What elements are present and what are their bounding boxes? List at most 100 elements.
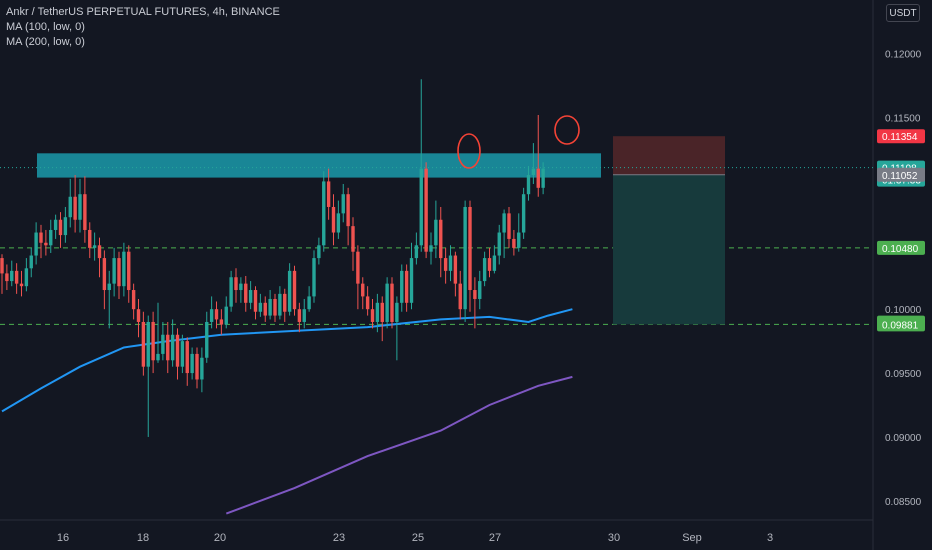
candle-body	[424, 168, 428, 252]
candle-body	[326, 181, 331, 207]
ma100-line	[1, 308, 573, 413]
candle-body	[512, 238, 516, 248]
candle-body	[97, 245, 102, 259]
stop-loss-zone	[613, 136, 725, 175]
candle-body	[170, 334, 175, 361]
y-tick-label: 0.08500	[885, 497, 922, 508]
candle-body	[497, 232, 501, 256]
candle-body	[287, 270, 292, 312]
candle-body	[473, 290, 477, 299]
candle-body	[190, 353, 194, 374]
candle-body	[429, 245, 433, 252]
candle-body	[14, 270, 19, 284]
candle-body	[439, 219, 443, 259]
candle-body	[63, 217, 68, 236]
candle-body	[205, 321, 209, 358]
y-tick-label: 0.09500	[885, 369, 922, 380]
candle-body	[239, 283, 243, 291]
candle-body	[336, 213, 341, 233]
candle-body	[370, 309, 375, 322]
candle-body	[468, 206, 472, 291]
candle-body	[414, 245, 419, 259]
candle-body	[356, 251, 360, 284]
annotation-circle	[457, 133, 481, 169]
candle-body	[404, 270, 409, 303]
candle-body	[34, 232, 38, 256]
candle-body	[78, 194, 82, 220]
candle-body	[487, 258, 492, 271]
candle-body	[502, 213, 506, 233]
candle-body	[434, 219, 438, 246]
candle-body	[44, 242, 48, 246]
candle-body	[102, 258, 107, 291]
candle-body	[73, 196, 77, 220]
chart-legend: Ankr / TetherUS PERPETUAL FUTURES, 4h, B…	[6, 5, 280, 50]
candle-body	[331, 206, 336, 233]
candle-body	[161, 334, 165, 354]
candle-body	[312, 258, 316, 297]
candle-body	[448, 255, 453, 271]
candle-body	[409, 258, 414, 303]
candle-body	[258, 302, 263, 312]
candle-body	[127, 251, 131, 291]
candle-body	[156, 353, 160, 361]
candle-body	[307, 296, 311, 310]
price-label-bg	[877, 167, 925, 182]
candle-body	[419, 168, 423, 246]
take-profit-zone	[613, 174, 725, 325]
candle-body	[0, 258, 4, 274]
x-tick-label: Sep	[682, 532, 702, 544]
candle-body	[302, 309, 306, 322]
candle-body	[19, 283, 24, 287]
x-tick-label: 20	[214, 532, 226, 544]
candle-body	[517, 232, 521, 248]
candle-body	[283, 293, 287, 312]
candle-body	[146, 321, 150, 367]
candle-body	[117, 258, 121, 287]
candle-body	[492, 255, 497, 271]
candle-body	[68, 196, 72, 218]
x-tick-label: 25	[412, 532, 424, 544]
candle-body	[297, 309, 302, 322]
currency-button[interactable]: USDT	[886, 4, 920, 22]
candle-body	[53, 219, 58, 230]
candle-body	[5, 273, 9, 282]
candle-body	[88, 229, 92, 248]
x-tick-label: 30	[608, 532, 620, 544]
candle-body	[195, 353, 199, 380]
candle-body	[244, 283, 248, 303]
candle-body	[29, 255, 33, 269]
candle-body	[322, 181, 326, 246]
candle-body	[380, 302, 384, 322]
x-tick-label: 16	[57, 532, 69, 544]
candle-body	[541, 168, 545, 188]
candle-body	[107, 283, 111, 291]
ma200-line	[225, 375, 573, 515]
ma200-legend: MA (200, low, 0)	[6, 36, 85, 48]
y-tick-label: 0.12000	[885, 50, 922, 61]
candle-body	[463, 206, 467, 310]
annotation-circle	[554, 115, 580, 145]
candle-body	[112, 258, 116, 284]
candle-body	[385, 283, 389, 322]
candle-body	[39, 232, 43, 243]
candle-body	[482, 258, 487, 282]
y-tick-label: 0.10000	[885, 305, 922, 316]
candle-body	[375, 302, 380, 322]
candle-body	[10, 270, 14, 282]
candle-body	[526, 175, 531, 195]
candle-body	[536, 168, 540, 188]
candle-body	[49, 229, 53, 246]
candle-body	[361, 283, 365, 297]
candle-body	[458, 283, 462, 310]
candle-body	[209, 309, 214, 322]
candle-body	[453, 255, 458, 284]
resistance-zone	[37, 153, 601, 178]
price-label: 0.11052	[882, 171, 918, 182]
candle-body	[58, 219, 63, 236]
candle-body	[292, 270, 297, 310]
candle-body	[346, 194, 350, 227]
x-tick-label: 27	[489, 532, 501, 544]
x-tick-label: 23	[333, 532, 345, 544]
